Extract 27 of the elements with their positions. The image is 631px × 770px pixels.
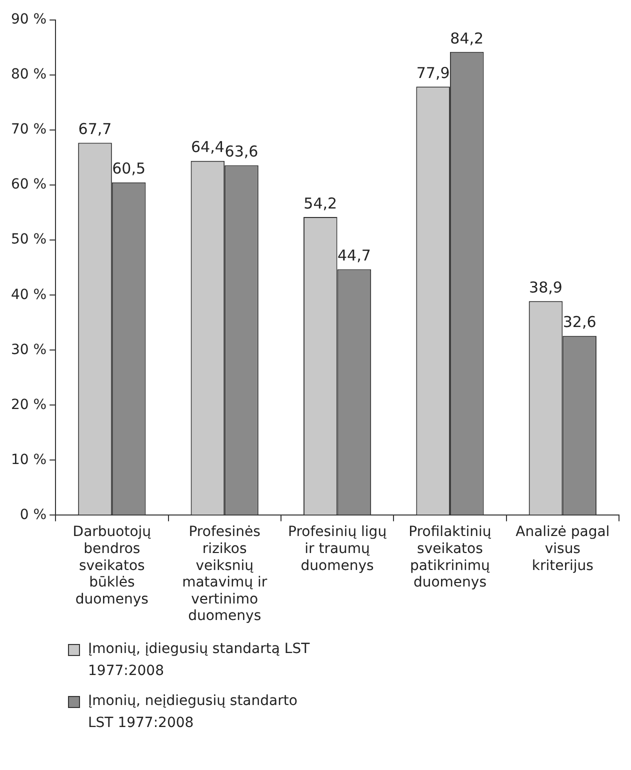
x-tick-label: Profesinių ligų ir traumų duomenys [288, 524, 387, 574]
data-label: 77,9 [416, 64, 450, 82]
x-tick-label: Darbuotojų bendros sveikatos būklės duomenys [72, 524, 152, 608]
y-tick-label: 80 % [10, 66, 47, 83]
legend-label: Įmonių, neįdiegusių standarto LST 1977:2008 [88, 692, 298, 733]
y-tick-label: 40 % [10, 286, 47, 303]
x-tick-label: Analizė pagal visus kriterijus [516, 524, 610, 574]
legend-label: Įmonių, įdiegusių standartą LST 1977:2008 [88, 640, 311, 681]
y-tick-label: 0 % [20, 506, 47, 523]
y-tick-label: 50 % [10, 232, 47, 248]
data-label: 64,4 [190, 138, 224, 156]
data-label: 60,5 [112, 160, 146, 178]
y-tick-label: 20 % [10, 396, 47, 413]
x-tick-label: Profesinės rizikos veiksnių matavimų ir vertinimo duomenys [182, 524, 268, 624]
data-label: 63,6 [224, 142, 258, 161]
data-label: 44,7 [337, 246, 371, 265]
data-label: 38,9 [529, 278, 562, 297]
y-tick-label: 30 % [10, 342, 47, 358]
data-label: 67,7 [78, 120, 112, 138]
x-tick-label: Profilaktinių sveikatos patikrinimų duomenys [408, 524, 492, 591]
data-label: 32,6 [562, 313, 596, 332]
y-tick-label: 90 % [10, 12, 47, 28]
data-label: 84,2 [450, 29, 484, 48]
y-tick-label: 70 % [10, 122, 47, 138]
data-label: 54,2 [304, 194, 338, 212]
y-tick-label: 60 % [10, 176, 47, 193]
y-tick-label: 10 % [10, 452, 47, 468]
